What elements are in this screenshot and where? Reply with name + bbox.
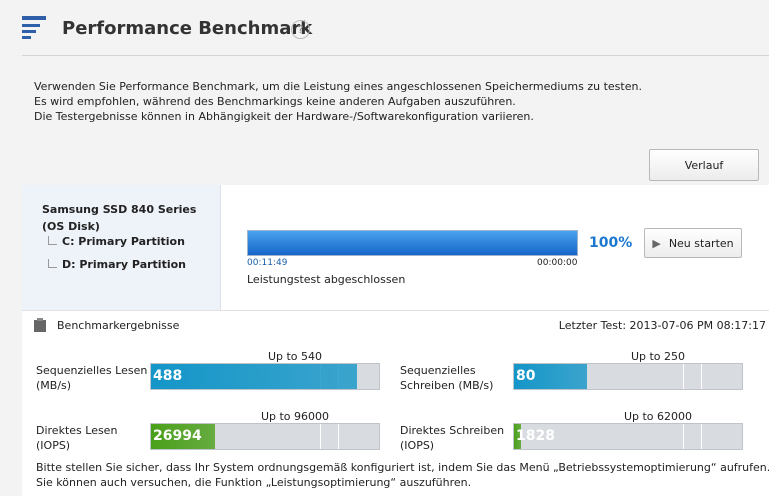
- metric-value: 488: [153, 368, 183, 384]
- remaining: 00:00:00: [537, 258, 578, 268]
- drive-pane: [22, 185, 221, 310]
- text: Es wird empfohlen, während des Benchmark…: [34, 95, 516, 108]
- tree-line: [48, 236, 57, 245]
- metric-label: Sequenzielles Lesen: [36, 364, 148, 377]
- partition: D: Primary Partition: [62, 258, 186, 271]
- play-icon: ▶: [652, 236, 661, 250]
- metric-value: 26994: [153, 428, 202, 444]
- metric-max: Up to 96000: [260, 410, 330, 423]
- help-button[interactable]: ?: [291, 20, 310, 39]
- metric-track: 488: [150, 363, 380, 390]
- track-divider: [700, 424, 702, 449]
- metric-label: Direktes Schreiben: [400, 424, 505, 437]
- metric-bar: [514, 424, 521, 449]
- metric-track: 26994: [150, 423, 380, 450]
- description: Verwenden Sie Performance Benchmark, um …: [34, 79, 642, 124]
- elapsed: 00:11:49: [247, 258, 288, 268]
- metric-max: Up to 540: [267, 350, 323, 363]
- text: Verwenden Sie Performance Benchmark, um …: [34, 80, 642, 93]
- metric-label: Schreiben (MB/s): [400, 379, 494, 392]
- metric-track: 80: [513, 363, 743, 390]
- track-divider: [337, 424, 339, 449]
- divider: [22, 310, 769, 311]
- results-icon: [34, 318, 46, 332]
- metric-label: (IOPS): [36, 439, 71, 452]
- metric-label: (MB/s): [36, 379, 72, 392]
- progress-bar: [248, 231, 577, 255]
- history-button[interactable]: Verlauf: [649, 149, 759, 181]
- track-divider: [682, 424, 684, 449]
- metric-value: 80: [516, 368, 536, 384]
- last-test: Letzter Test: 2013-07-06 PM 08:17:17: [558, 319, 766, 332]
- text: Sie können auch versuchen, die Funktion …: [36, 476, 472, 489]
- metric-max: Up to 62000: [623, 410, 693, 423]
- text: Die Testergebnisse können in Abhängigkei…: [34, 110, 534, 123]
- metric-bar: [151, 424, 216, 449]
- metric-bar: [514, 364, 587, 389]
- metric-bar: [151, 364, 358, 389]
- label: Neu starten: [668, 236, 734, 250]
- metric-label: (IOPS): [400, 439, 435, 452]
- restart-button[interactable]: ▶ Neu starten: [644, 228, 742, 258]
- results-title: Benchmarkergebnisse: [57, 319, 180, 332]
- drive-name: Samsung SSD 840 Series: [42, 203, 197, 216]
- partition: C: Primary Partition: [62, 235, 185, 248]
- metric-track: 1828: [513, 423, 743, 450]
- header-icon: [22, 16, 46, 39]
- metric-value: 1828: [516, 428, 555, 444]
- track-divider: [700, 364, 702, 389]
- metric-max: Up to 250: [630, 350, 686, 363]
- track-divider: [682, 364, 684, 389]
- text: Bitte stellen Sie sicher, dass Ihr Syste…: [36, 461, 769, 474]
- drive-sub: (OS Disk): [42, 220, 100, 233]
- progress-track: [247, 230, 578, 256]
- title: Performance Benchmark: [62, 18, 313, 39]
- track-divider: [319, 424, 321, 449]
- notes: Bitte stellen Sie sicher, dass Ihr Syste…: [36, 460, 769, 490]
- progress-percent: 100%: [589, 235, 633, 251]
- divider: [22, 55, 769, 56]
- metric-label: Sequenzielles: [400, 364, 476, 377]
- tree-line: [48, 259, 57, 268]
- metric-label: Direktes Lesen: [36, 424, 118, 437]
- status: Leistungstest abgeschlossen: [247, 273, 406, 286]
